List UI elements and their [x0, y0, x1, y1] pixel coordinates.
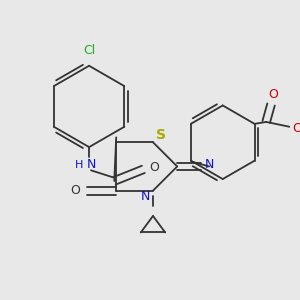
Text: O: O: [292, 122, 300, 135]
Text: O: O: [149, 161, 159, 174]
Text: N: N: [86, 158, 96, 171]
Text: N: N: [141, 190, 150, 203]
Text: H: H: [75, 160, 84, 170]
Text: S: S: [156, 128, 166, 142]
Text: O: O: [268, 88, 278, 101]
Text: Cl: Cl: [83, 44, 95, 57]
Text: N: N: [205, 158, 214, 171]
Text: O: O: [70, 184, 80, 197]
